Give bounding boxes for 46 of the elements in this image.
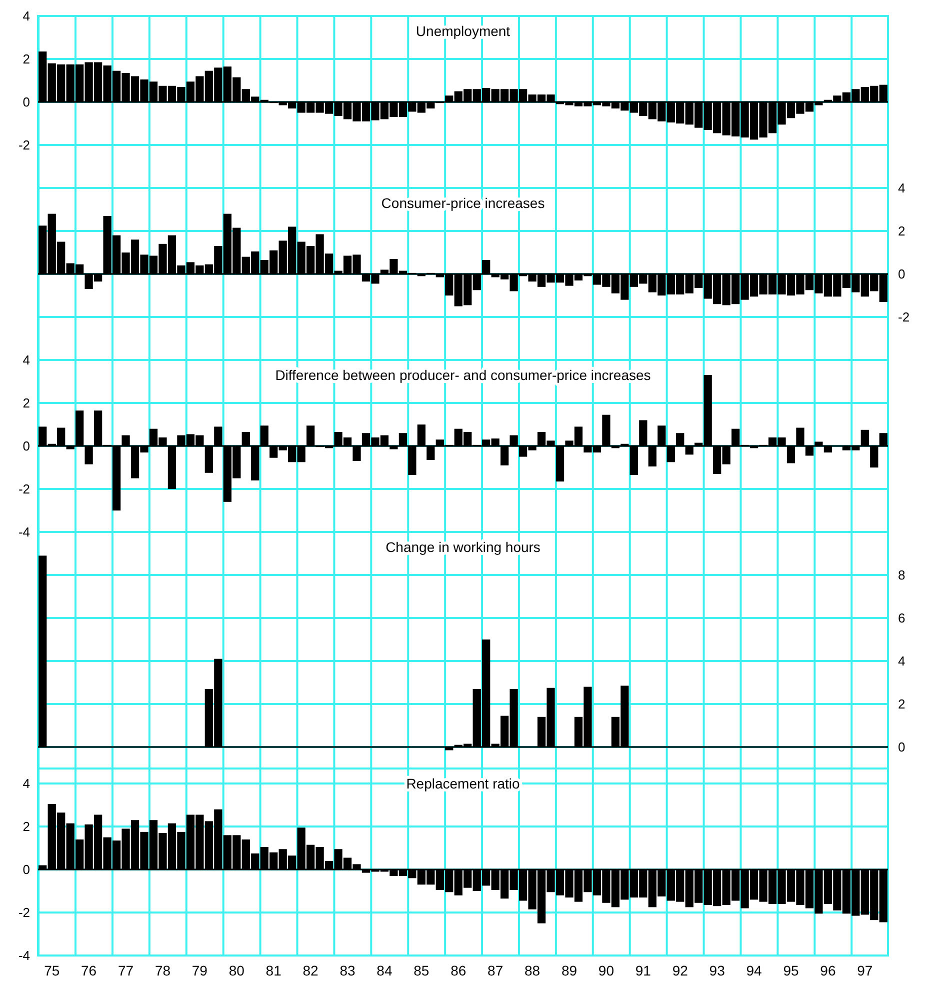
x-tick-label: 82 <box>302 962 319 979</box>
y-tick-label: 0 <box>898 266 906 282</box>
y-tick-label: 2 <box>22 396 30 411</box>
x-tick-label: 85 <box>414 962 430 979</box>
x-tick-label: 87 <box>488 962 504 979</box>
y-tick-label: -2 <box>18 138 30 153</box>
x-tick-label: 91 <box>635 962 652 979</box>
x-tick-label: 97 <box>857 962 873 979</box>
y-tick-label: 8 <box>898 568 906 583</box>
x-tick-label: 94 <box>746 962 762 979</box>
y-tick-label: 4 <box>22 8 30 24</box>
x-tick-label: 78 <box>154 962 171 979</box>
y-tick-label: 2 <box>22 52 30 67</box>
y-tick-label: 0 <box>898 740 906 755</box>
x-tick-label: 93 <box>709 962 726 979</box>
x-tick-label: 79 <box>192 962 208 979</box>
y-tick-label: -4 <box>18 524 30 540</box>
y-tick-label: 2 <box>898 224 906 239</box>
y-tick-label: -4 <box>18 948 30 964</box>
x-tick-label: 81 <box>266 962 282 979</box>
y-tick-label: 4 <box>898 180 906 196</box>
y-tick-label: 4 <box>898 654 906 669</box>
x-tick-label: 90 <box>598 962 614 979</box>
y-tick-label: 0 <box>22 862 30 878</box>
y-tick-label: 4 <box>22 352 30 368</box>
y-tick-label: -2 <box>18 482 30 497</box>
y-tick-label: -2 <box>898 310 910 325</box>
y-tick-label: 4 <box>22 776 30 792</box>
x-tick-label: 89 <box>561 962 578 979</box>
x-tick-label: 77 <box>118 962 134 979</box>
x-tick-label: 83 <box>340 962 356 979</box>
x-tick-label: 86 <box>450 962 466 979</box>
y-tick-label: -2 <box>18 905 30 920</box>
x-tick-label: 96 <box>820 962 836 979</box>
y-tick-label: 0 <box>22 94 30 110</box>
y-tick-label: 2 <box>898 696 906 712</box>
x-tick-label: 88 <box>524 962 540 979</box>
y-tick-label: 0 <box>22 438 30 454</box>
x-tick-label: 76 <box>81 962 97 979</box>
y-tick-label: 2 <box>22 819 30 834</box>
x-tick-label: 75 <box>44 962 60 979</box>
x-tick-label: 80 <box>228 962 245 979</box>
y-tick-label: 6 <box>898 610 906 626</box>
x-tick-label: 92 <box>672 962 688 979</box>
x-tick-label: 95 <box>783 962 799 979</box>
x-tick-label: 84 <box>376 962 392 979</box>
